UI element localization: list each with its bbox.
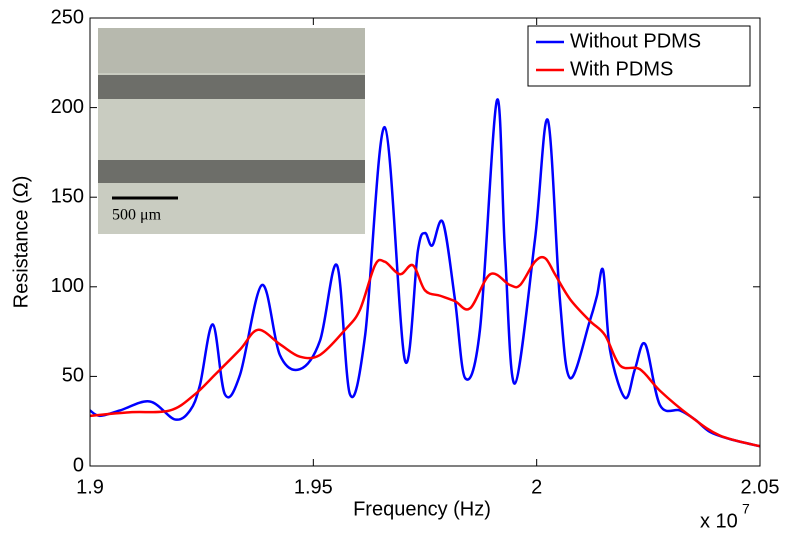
inset-band [98, 160, 365, 183]
inset-band [98, 75, 365, 99]
x-tick-label: 2 [531, 476, 542, 498]
x-multiplier-exponent: 7 [742, 501, 750, 517]
x-tick-label: 1.9 [76, 476, 104, 498]
y-tick-label: 200 [51, 96, 84, 118]
data-line [89, 255, 761, 448]
legend-label: Without PDMS [570, 30, 701, 52]
legend-box [527, 25, 751, 87]
x-tick-label: 1.95 [294, 476, 333, 498]
data-line [89, 98, 761, 448]
y-axis-label: Resistance (Ω) [10, 176, 32, 309]
legend-label: With PDMS [570, 58, 673, 80]
inset-region [98, 28, 365, 73]
legend: Without PDMS With PDMS [527, 25, 751, 87]
y-tick-label: 50 [62, 365, 84, 387]
axes-box [89, 17, 761, 467]
y-tick-label: 150 [51, 185, 84, 207]
y-tick-label: 100 [51, 275, 84, 297]
x-tick-label: 2.05 [741, 476, 780, 498]
inset-photo: 500 μm [98, 28, 365, 234]
inset-label: 500 μm [112, 207, 162, 224]
y-tick-label: 250 [51, 6, 84, 28]
y-tick-label: 0 [73, 454, 84, 476]
x-axis-label: Frequency (Hz) [353, 498, 491, 520]
x-multiplier: x 10 [700, 510, 738, 532]
